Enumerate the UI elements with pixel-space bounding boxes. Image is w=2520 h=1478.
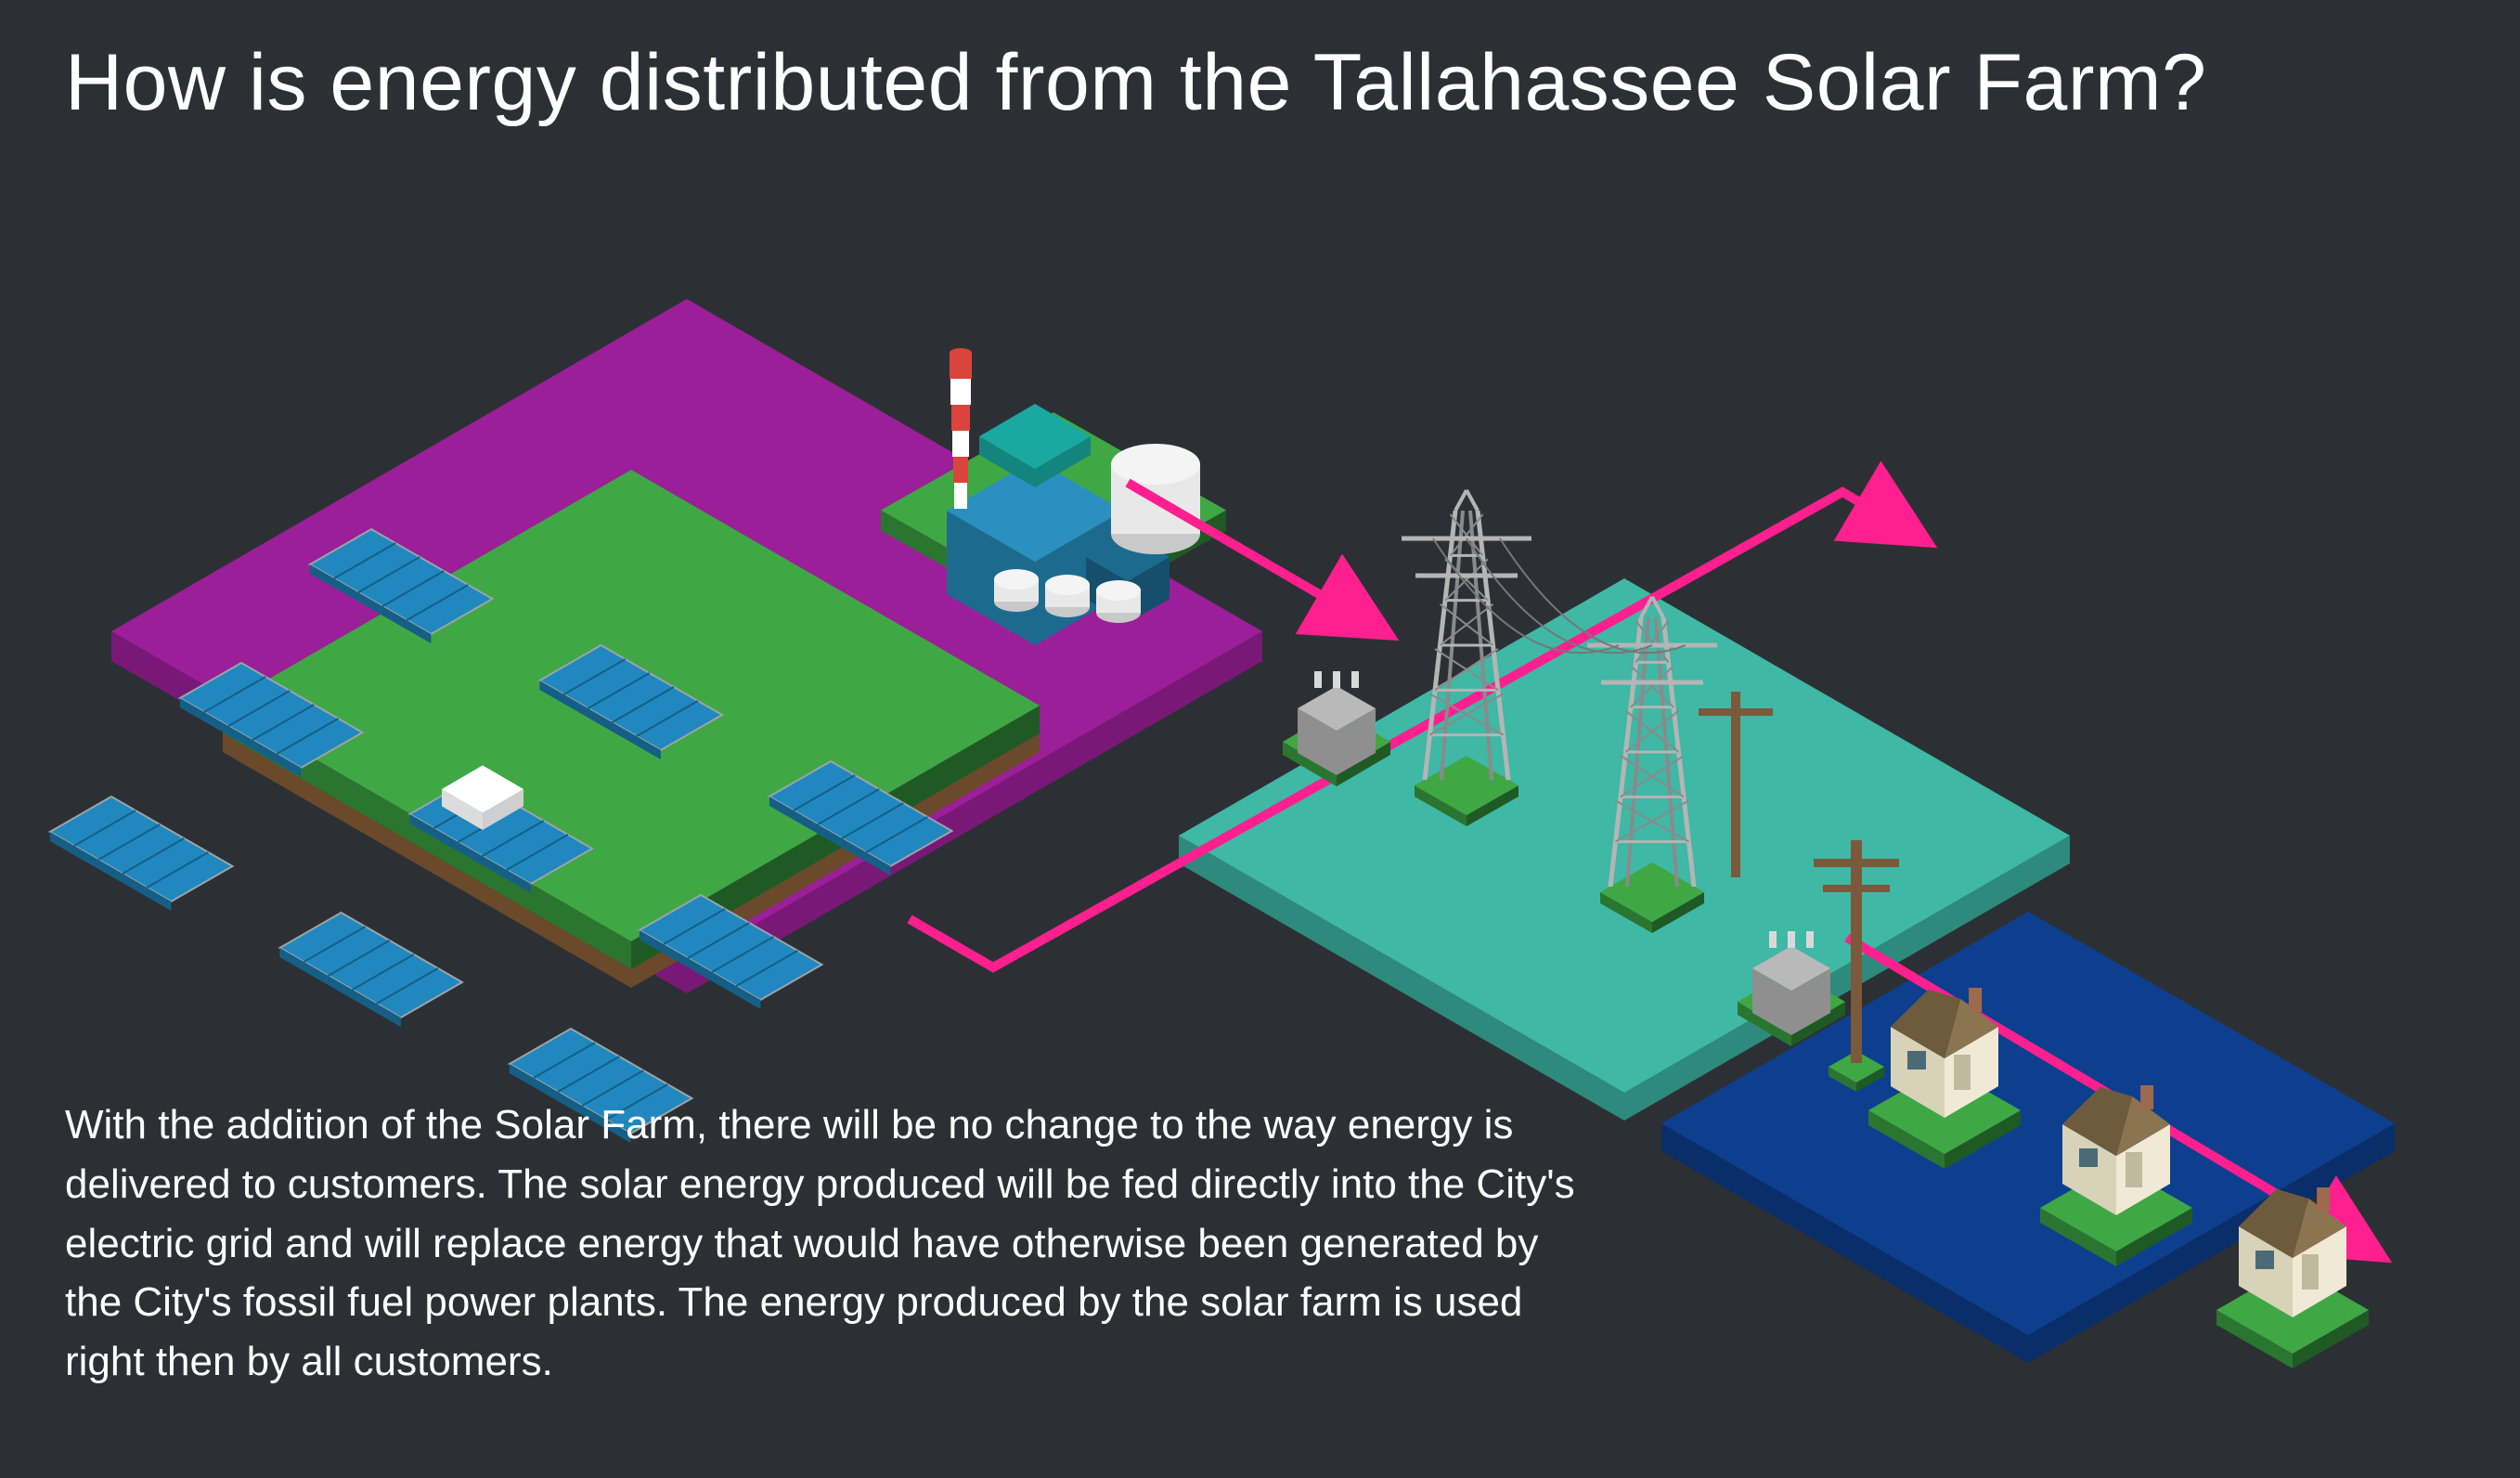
solar-panel xyxy=(279,913,462,1027)
solar-panel xyxy=(50,797,233,911)
description-text: With the addition of the Solar Farm, the… xyxy=(65,1096,1596,1392)
